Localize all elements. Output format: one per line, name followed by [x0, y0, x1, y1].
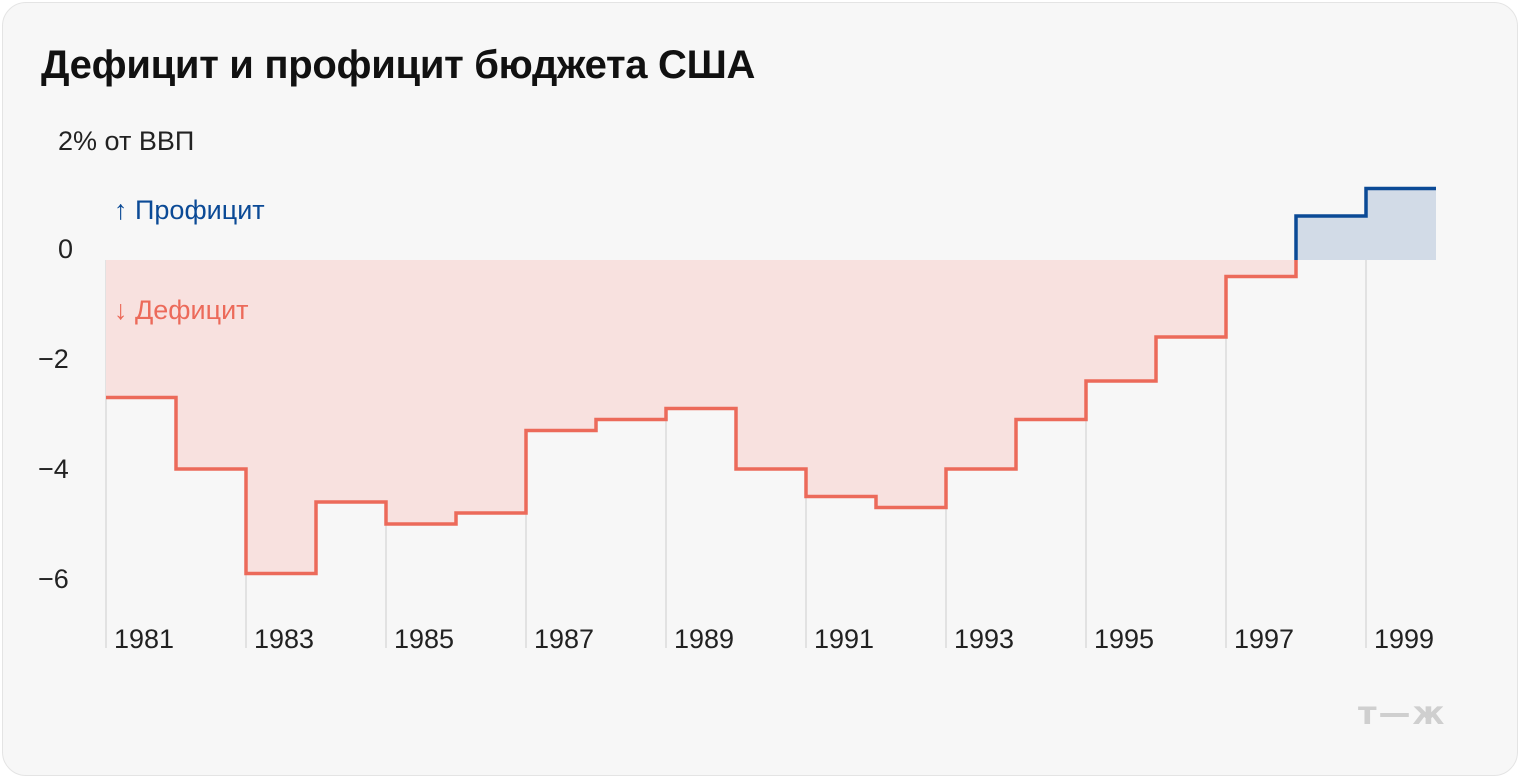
x-tick-label: 1993: [954, 624, 1014, 654]
area-fills: [106, 188, 1436, 574]
deficit-area: [106, 260, 1296, 574]
x-tick-label: 1981: [114, 624, 174, 654]
x-tick-label: 1987: [534, 624, 594, 654]
y-tick-label: −6: [38, 564, 69, 594]
y-tick-label: 2% от ВВП: [58, 126, 194, 156]
surplus-area: [1296, 188, 1436, 260]
tick-labels: 1981 1983 1985 1987 1989 1991 1993 1995 1997 1999…: [38, 126, 1434, 654]
surplus-annotation: ↑ Профицит: [114, 195, 265, 225]
x-tick-label: 1991: [814, 624, 874, 654]
x-tick-label: 1983: [254, 624, 314, 654]
deficit-annotation: ↓ Дефицит: [114, 295, 249, 325]
y-tick-label: 0: [58, 234, 73, 264]
chart-title: Дефицит и профицит бюджета США: [41, 43, 756, 87]
x-tick-label: 1995: [1094, 624, 1154, 654]
x-tick-label: 1997: [1234, 624, 1294, 654]
x-tick-label: 1985: [394, 624, 454, 654]
y-tick-label: −2: [38, 344, 69, 374]
x-tick-label: 1989: [674, 624, 734, 654]
y-tick-label: −4: [38, 454, 69, 484]
surplus-line: [1294, 186, 1436, 260]
tzh-logo: т—ж: [1358, 694, 1447, 732]
x-tick-label: 1999: [1374, 624, 1434, 654]
step-lines: [106, 186, 1436, 576]
deficit-line: [106, 260, 1298, 576]
